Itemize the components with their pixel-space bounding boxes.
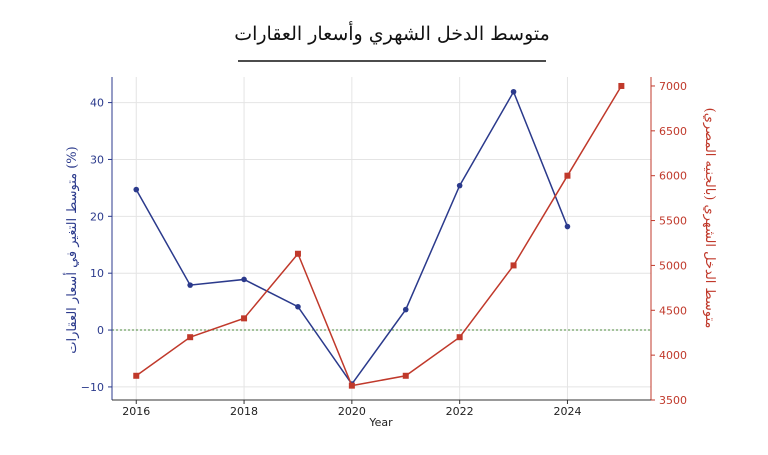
data-point-circle: [241, 276, 247, 283]
data-point-circle: [402, 306, 409, 313]
y-right-tick-label: 5500: [659, 215, 687, 228]
y-left-tick-label: 20: [90, 210, 104, 223]
chart-title: متوسط الدخل الشهري وأسعار العقارات: [234, 20, 550, 45]
series-line-right: [135, 85, 622, 387]
y-right-tick-label: 4500: [659, 304, 687, 317]
ticks: 2016 2018 2020 2022 2024 −10 0 10 20 30 40 3500 4000…: [81, 80, 687, 418]
y-axis-right-label: متوسط الدخل الشهري (بالجنيه المصري): [702, 108, 717, 329]
y-right-tick-label: 5000: [659, 259, 687, 272]
data-point-square: [348, 382, 355, 389]
y-left-tick-label: −10: [81, 381, 104, 394]
data-point-square: [564, 172, 571, 179]
x-tick-label: 2022: [446, 405, 474, 418]
data-point-square: [510, 262, 517, 269]
y-right-tick-label: 4000: [659, 349, 687, 362]
x-tick-label: 2018: [230, 405, 258, 418]
data-point-square: [618, 82, 625, 89]
x-tick-label: 2024: [553, 405, 581, 418]
data-point-square: [402, 372, 409, 379]
y-right-tick-label: 3500: [659, 394, 687, 407]
x-tick-label: 2020: [338, 405, 366, 418]
y-right-tick-label: 6000: [659, 170, 687, 183]
data-point-circle: [564, 223, 571, 230]
data-point-circle: [187, 282, 193, 288]
data-point-circle: [295, 303, 301, 310]
y-right-tick-label: 6500: [659, 125, 687, 138]
data-point-square: [456, 334, 463, 341]
y-right-tick-label: 7000: [659, 80, 687, 93]
y-left-tick-label: 10: [90, 267, 104, 280]
grid: [112, 77, 651, 400]
data-point-square: [241, 315, 248, 322]
data-point-square: [294, 250, 301, 257]
data-point-circle: [456, 182, 463, 189]
axes: [111, 77, 652, 401]
data-point-square: [133, 372, 140, 379]
data-point-square: [187, 334, 194, 341]
x-tick-label: 2016: [122, 405, 150, 418]
data-point-circle: [133, 186, 140, 193]
series: [133, 82, 625, 389]
y-left-tick-label: 30: [90, 153, 104, 166]
y-axis-left-label: متوسط التغير في أسعار العقارات (%): [63, 146, 80, 353]
x-axis-label: Year: [368, 416, 393, 429]
data-point-circle: [510, 88, 517, 95]
y-left-tick-label: 40: [90, 97, 104, 110]
y-left-tick-label: 0: [97, 324, 104, 337]
